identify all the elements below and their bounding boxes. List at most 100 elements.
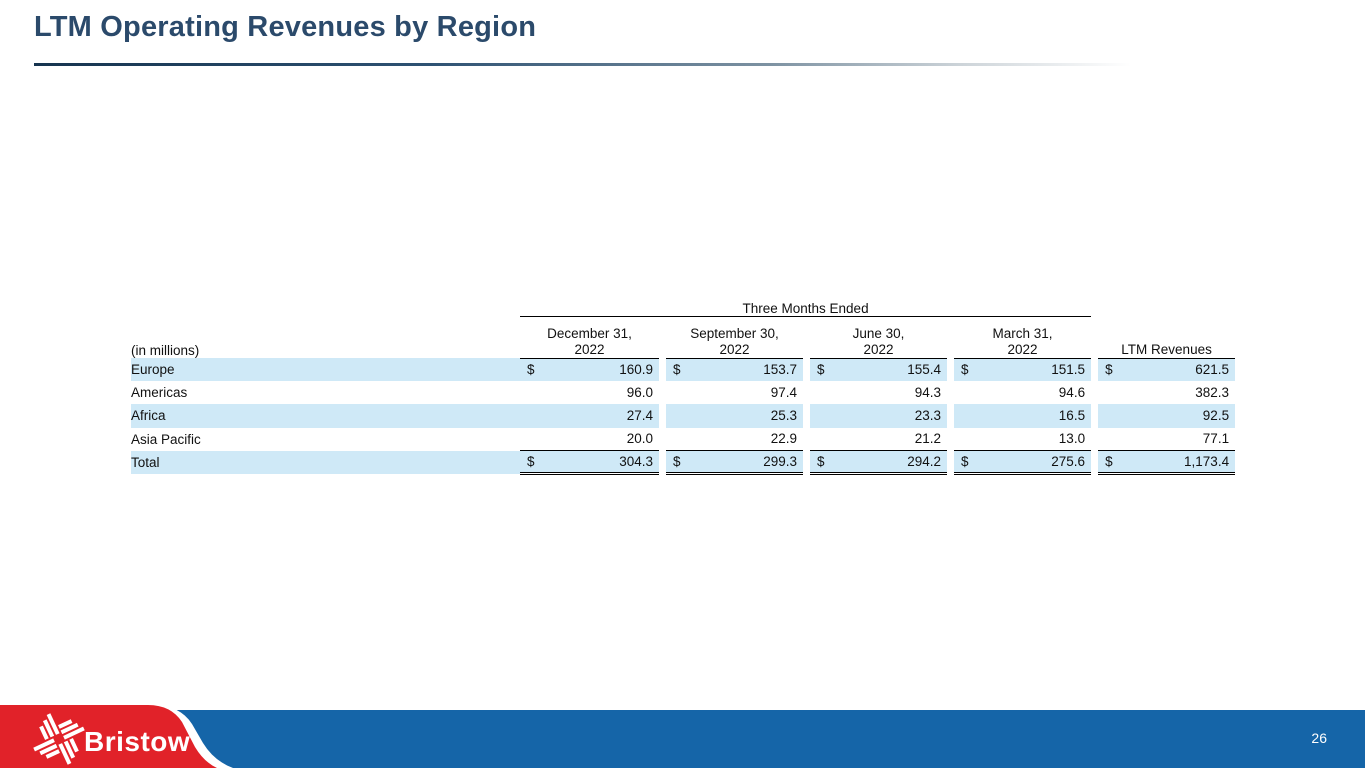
- value-text: 94.3: [914, 385, 941, 401]
- value-text: 22.9: [770, 431, 797, 447]
- dollar-sign: $: [527, 454, 535, 470]
- value-cell: $621.5: [1098, 358, 1236, 382]
- value-cell: $299.3: [666, 450, 803, 476]
- column-header-cell: September 30, 2022: [666, 316, 803, 359]
- gap-cell: [659, 404, 666, 428]
- value-cell: $160.9: [520, 358, 659, 382]
- table-column-header-row: (in millions) December 31, 2022 September 3…: [131, 316, 1236, 359]
- column-header-cell: March 31, 2022: [954, 316, 1092, 359]
- gap-cell: [803, 450, 810, 474]
- slide-title: LTM Operating Revenues by Region: [34, 11, 537, 43]
- value-text: 382.3: [1195, 385, 1230, 401]
- gap-cell: [659, 358, 666, 382]
- value-cell-inner: 382.3: [1098, 385, 1235, 400]
- gap-cell: [1091, 358, 1099, 382]
- value-cell: 92.5: [1098, 404, 1236, 428]
- value-text: 1,173.4: [1184, 454, 1230, 470]
- region-label-cell: Total: [131, 450, 520, 474]
- value-cell-inner: 20.0: [520, 431, 659, 446]
- dollar-sign: $: [527, 362, 535, 378]
- value-cell-inner: 16.5: [954, 408, 1091, 423]
- logo-corner-shape: [0, 705, 233, 768]
- spacer-cell: [1098, 293, 1235, 316]
- footer-bar: 26: [0, 710, 1365, 768]
- value-cell: 13.0: [954, 428, 1091, 451]
- value-cell: $304.3: [520, 450, 659, 476]
- value-cell-inner: 23.3: [810, 408, 947, 423]
- table-row: Total $304.3 $299.3 $294.2 $275.6 $1,173.4: [131, 450, 1236, 476]
- value-text: 23.3: [914, 408, 941, 424]
- dollar-sign: $: [673, 454, 681, 470]
- revenue-table-grid: Three Months Ended (in millions) December …: [131, 293, 1236, 476]
- table-row: Americas 96.0 97.4 94.3 94.6 382.3: [131, 381, 1235, 405]
- value-text: 94.6: [1058, 385, 1086, 401]
- title-underline: [34, 63, 1165, 66]
- gap-cell: [803, 358, 810, 382]
- column-header-cell: June 30, 2022: [810, 316, 947, 359]
- value-cell-inner: 97.4: [666, 385, 803, 400]
- value-cell: 27.4: [520, 404, 659, 428]
- value-cell-inner: 27.4: [520, 408, 659, 423]
- value-cell: 96.0: [520, 381, 659, 404]
- value-cell: 22.9: [666, 428, 803, 451]
- value-text: 27.4: [626, 408, 653, 424]
- bristow-wordmark: Bristow: [84, 726, 191, 757]
- value-text: 77.1: [1202, 431, 1230, 447]
- value-text: 304.3: [619, 454, 653, 470]
- value-text: 160.9: [619, 362, 653, 378]
- value-cell: $275.6: [954, 450, 1092, 476]
- value-text: 153.7: [763, 362, 797, 378]
- value-text: 16.5: [1058, 408, 1086, 424]
- value-cell-inner: $153.7: [666, 362, 803, 377]
- gap-cell: [803, 427, 810, 451]
- gap-cell: [659, 316, 666, 358]
- value-text: 13.0: [1058, 431, 1086, 447]
- value-cell: 94.6: [954, 381, 1091, 404]
- value-text: 97.4: [770, 385, 797, 401]
- region-label-cell: Asia Pacific: [131, 431, 201, 447]
- value-text: 20.0: [626, 431, 653, 447]
- value-cell-inner: 94.6: [954, 385, 1091, 400]
- value-text: 92.5: [1202, 408, 1230, 424]
- value-text: 151.5: [1051, 362, 1086, 378]
- page-number: 26: [1311, 730, 1327, 746]
- gap-cell: [947, 381, 954, 405]
- dollar-sign: $: [961, 362, 969, 378]
- value-text: 294.2: [907, 454, 941, 470]
- table-group-header-row: Three Months Ended: [131, 293, 1235, 317]
- value-cell-inner: $299.3: [666, 454, 803, 469]
- dollar-sign: $: [1105, 454, 1113, 470]
- region-label-cell: Americas: [131, 385, 188, 401]
- gap-cell: [947, 316, 954, 358]
- value-text: 299.3: [763, 454, 797, 470]
- value-cell-inner: 22.9: [666, 431, 803, 446]
- column-header-cell: LTM Revenues: [1098, 316, 1236, 359]
- value-cell-inner: $1,173.4: [1098, 454, 1235, 469]
- gap-cell: [1091, 427, 1099, 451]
- value-cell: $151.5: [954, 358, 1092, 382]
- value-cell: 97.4: [666, 381, 803, 404]
- gap-cell: [659, 427, 666, 451]
- value-cell: 20.0: [520, 428, 659, 451]
- table-row: Asia Pacific 20.0 22.9 21.2 13.0 77.1: [131, 427, 1235, 451]
- value-cell-inner: 94.3: [810, 385, 947, 400]
- group-header-cell: Three Months Ended: [520, 293, 1092, 317]
- gap-cell: [803, 404, 810, 428]
- value-cell: 94.3: [810, 381, 947, 404]
- value-cell: $1,173.4: [1098, 450, 1236, 476]
- value-cell: $294.2: [810, 450, 947, 476]
- value-cell-inner: $304.3: [520, 454, 659, 469]
- gap-cell: [1091, 381, 1099, 405]
- value-text: 275.6: [1051, 454, 1086, 470]
- value-cell-inner: 25.3: [666, 408, 803, 423]
- gap-cell: [803, 381, 810, 405]
- dollar-sign: $: [1105, 362, 1113, 378]
- value-cell-inner: $294.2: [810, 454, 947, 469]
- value-cell-inner: 96.0: [520, 385, 659, 400]
- value-cell-inner: $160.9: [520, 362, 659, 377]
- dollar-sign: $: [961, 454, 969, 470]
- gap-cell: [947, 404, 954, 428]
- column-header-cell: December 31, 2022: [520, 316, 659, 359]
- gap-cell: [947, 427, 954, 451]
